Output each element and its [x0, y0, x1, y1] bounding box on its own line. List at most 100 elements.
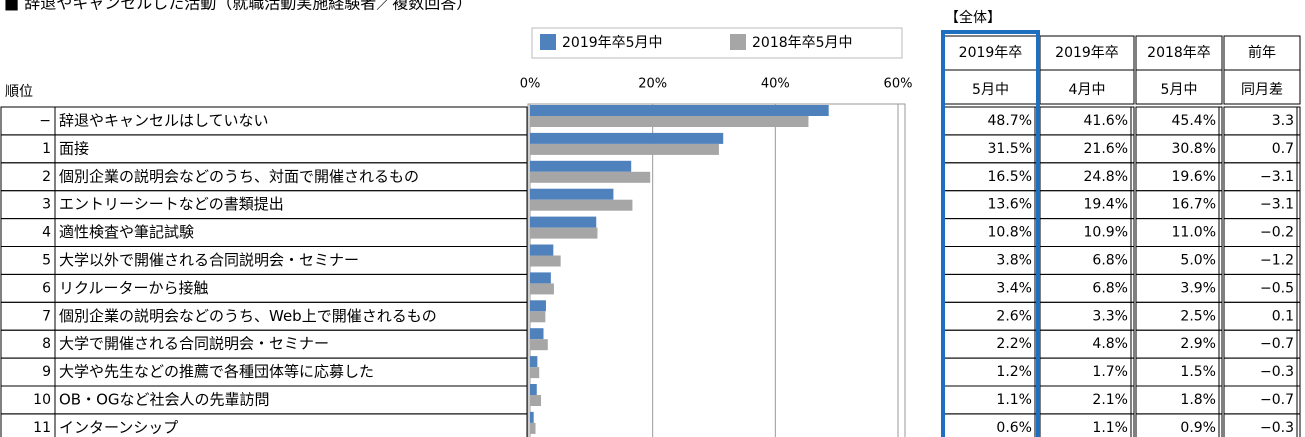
- category-label: 個別企業の説明会などのうち、Web上で開催されるもの: [59, 307, 437, 325]
- cell-value: 16.7%: [1172, 197, 1216, 213]
- bar: [530, 160, 632, 172]
- cell-value: 1.1%: [1092, 420, 1128, 436]
- column-header: 5月中: [1161, 82, 1198, 98]
- cell-value: 30.8%: [1172, 141, 1216, 157]
- cell-value: 1.8%: [1180, 392, 1216, 408]
- bar: [530, 116, 809, 127]
- cell-value: 16.5%: [988, 169, 1032, 185]
- bar: [530, 367, 540, 379]
- cell-value: 4.8%: [1092, 336, 1128, 352]
- column-header: 2019年卒: [1055, 45, 1119, 61]
- highlight-column: [941, 30, 1040, 437]
- bar: [530, 328, 544, 340]
- column-header: 前年: [1248, 44, 1276, 61]
- cell-value: 0.1: [1272, 308, 1294, 324]
- cell-value: 19.4%: [1084, 197, 1128, 213]
- bar: [530, 422, 536, 434]
- cell-value: −3.1: [1260, 169, 1294, 185]
- cell-value: −0.3: [1260, 420, 1294, 436]
- category-label: インターンシップ: [59, 418, 178, 436]
- rank: 2: [42, 169, 51, 185]
- total-label: 【全体】: [945, 9, 1001, 26]
- bar: [530, 105, 829, 116]
- bar: [530, 255, 561, 267]
- x-tick-label: 20%: [638, 77, 667, 92]
- bar: [530, 132, 724, 144]
- column-header: 2019年卒: [959, 45, 1023, 61]
- legend-swatch: [540, 34, 556, 50]
- cell-value: 31.5%: [988, 141, 1032, 157]
- column-header: 同月差: [1241, 82, 1283, 98]
- bar: [530, 300, 546, 312]
- rank: 10: [33, 392, 51, 408]
- cell-value: −0.5: [1260, 280, 1294, 296]
- cell-value: 3.3: [1272, 113, 1294, 129]
- bar: [530, 311, 546, 323]
- bar: [530, 384, 537, 395]
- rank-header: 順位: [5, 84, 33, 100]
- cell-value: 0.6%: [996, 420, 1032, 436]
- cell-value: 2.2%: [996, 336, 1032, 352]
- category-label: リクルーターから接触: [59, 279, 209, 297]
- bar: [530, 188, 614, 200]
- legend-swatch: [730, 34, 746, 50]
- cell-value: 3.8%: [996, 253, 1032, 269]
- column-header: 4月中: [1069, 82, 1106, 98]
- cell-value: −0.7: [1260, 336, 1294, 352]
- cell-value: 3.4%: [996, 280, 1032, 296]
- cell-value: 3.3%: [1092, 308, 1128, 324]
- legend-label: 2019年卒5月中: [562, 35, 663, 51]
- cell-value: 2.9%: [1180, 336, 1216, 352]
- cell-value: 2.1%: [1092, 392, 1128, 408]
- rank: 8: [42, 336, 51, 352]
- rank: 11: [33, 420, 51, 436]
- cell-value: 2.6%: [996, 308, 1032, 324]
- category-label: OB・OGなど社会人の先輩訪問: [59, 391, 270, 409]
- cell-value: 21.6%: [1084, 141, 1128, 157]
- cell-value: 48.7%: [988, 113, 1032, 129]
- bar: [530, 395, 542, 406]
- rank: 1: [42, 141, 51, 157]
- rank: −: [39, 113, 51, 129]
- bar: [530, 356, 538, 368]
- cell-value: 0.7: [1272, 141, 1294, 157]
- category-label: 適性検査や筆記試験: [59, 223, 194, 241]
- column-header: 2018年卒: [1147, 45, 1211, 61]
- bar: [530, 143, 719, 155]
- cell-value: 13.6%: [988, 197, 1032, 213]
- rank: 6: [42, 280, 51, 296]
- cell-value: 6.8%: [1092, 253, 1128, 269]
- category-label: 面接: [59, 139, 89, 157]
- cell-value: 0.9%: [1180, 420, 1216, 436]
- cell-value: 1.7%: [1092, 364, 1128, 380]
- cell-value: 24.8%: [1084, 169, 1128, 185]
- bar: [530, 227, 598, 239]
- value-cell: [1223, 413, 1301, 437]
- cell-value: −0.3: [1260, 364, 1294, 380]
- cell-value: −1.2: [1260, 253, 1294, 269]
- label-cell: [54, 134, 528, 164]
- category-label: 大学以外で開催される合同説明会・セミナー: [59, 251, 359, 269]
- column-header: 5月中: [972, 82, 1009, 98]
- cell-value: −0.2: [1260, 225, 1294, 241]
- cell-value: −3.1: [1260, 197, 1294, 213]
- x-tick-label: 60%: [884, 77, 913, 92]
- rank: 4: [42, 225, 51, 241]
- rank: 7: [42, 308, 51, 324]
- cell-value: 41.6%: [1084, 113, 1128, 129]
- category-label: 大学で開催される合同説明会・セミナー: [59, 335, 329, 353]
- cell-value: 5.0%: [1180, 253, 1216, 269]
- cell-value: 45.4%: [1172, 113, 1216, 129]
- rank: 9: [42, 364, 51, 380]
- bar: [530, 272, 551, 284]
- category-label: 大学や先生などの推薦で各種団体等に応募した: [59, 363, 374, 381]
- cell-value: 10.9%: [1084, 225, 1128, 241]
- bar: [530, 411, 534, 423]
- cell-value: 1.1%: [996, 392, 1032, 408]
- category-label: 個別企業の説明会などのうち、対面で開催されるもの: [59, 167, 419, 185]
- value-cell: [1135, 413, 1223, 437]
- legend-box: [531, 27, 903, 59]
- bar: [530, 244, 554, 256]
- bar: [530, 283, 554, 295]
